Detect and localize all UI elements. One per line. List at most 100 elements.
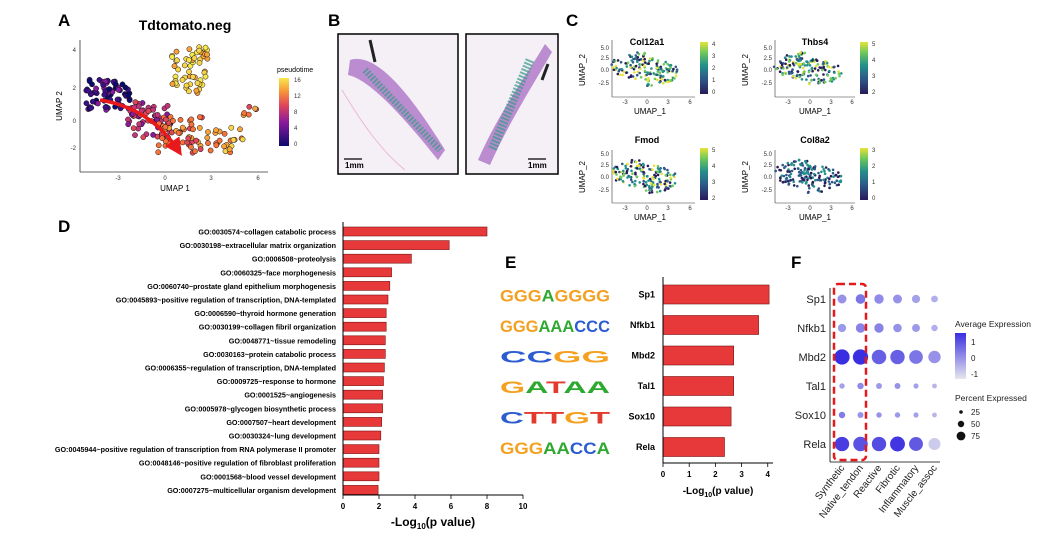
y-tick: 0.0 xyxy=(601,68,610,74)
go-x-axis-label: -Log10(p value) xyxy=(391,515,475,531)
dotplot-dot xyxy=(871,349,887,365)
go-term-label: GO:0060325~face morphogenesis xyxy=(220,268,336,277)
panel-f: F Sp1 Nfkb1 Mbd2 Tal1 Sox10 Rela SyntheticNat… xyxy=(791,253,1031,521)
feature-cell-point xyxy=(799,56,802,60)
feature-cell-point xyxy=(798,63,801,66)
umap-cell-point xyxy=(119,81,126,88)
feature-cell-point xyxy=(791,71,794,74)
x-tick-label: 2 xyxy=(377,502,382,511)
go-term-label: GO:0030324~lung development xyxy=(229,432,337,441)
feature-cell-point xyxy=(837,171,840,174)
feature-cell-point xyxy=(797,52,800,56)
dotplot-dot xyxy=(839,383,845,389)
go-term-bar xyxy=(342,321,387,332)
feature-cell-point xyxy=(833,71,836,74)
trajectory-arrow xyxy=(99,98,182,156)
feature-cell-point xyxy=(642,182,645,186)
feature-cell-point xyxy=(630,59,633,62)
x-tick: 6 xyxy=(850,100,854,106)
feature-cell-point xyxy=(802,62,805,65)
go-term-label: GO:0001525~angiogenesis xyxy=(244,391,336,400)
umap-cell-point xyxy=(96,77,103,83)
feature-cell-point xyxy=(780,174,784,177)
feature-cell-point xyxy=(633,182,636,186)
feature-cell-point xyxy=(669,176,672,180)
umap-cell-point xyxy=(164,102,171,109)
feature-cell-point xyxy=(780,63,784,67)
feature-cell-point xyxy=(656,59,660,62)
feature-cell-point xyxy=(799,51,802,54)
feature-cell-point xyxy=(644,180,648,184)
x-tick: 0 xyxy=(645,100,649,106)
umap-cell-point xyxy=(246,103,253,110)
dotplot-dot xyxy=(890,436,905,452)
feature-cell-point xyxy=(616,177,619,181)
feature-cell-point xyxy=(627,76,631,79)
umap-cell-point xyxy=(125,121,132,128)
tf-label: Tal1 xyxy=(638,381,655,391)
feature-cell-point xyxy=(622,70,626,74)
feature-cell-point xyxy=(661,75,665,78)
umap-cell-point xyxy=(95,100,101,107)
umap-cell-point xyxy=(204,134,211,141)
x-tick: 6 xyxy=(256,176,260,182)
expression-colorbar xyxy=(700,42,708,94)
feature-cell-point xyxy=(672,67,675,71)
feature-cell-point xyxy=(634,54,638,57)
feature-cell-point xyxy=(802,73,805,76)
x-tick: 0 xyxy=(808,100,812,106)
feature-cell-point xyxy=(666,78,669,82)
feature-cell-point xyxy=(658,168,661,171)
go-term-bar xyxy=(342,281,391,291)
feature-cell-point xyxy=(664,174,668,177)
panel-e: E GGGAGGGG GGGAAACCC C C G G G A T A A C T T G T GGGAACC… xyxy=(500,253,773,499)
umap-cell-point xyxy=(130,125,137,132)
feature-cell-point xyxy=(659,67,663,70)
feature-cell-point xyxy=(638,167,642,170)
feature-cell-point xyxy=(819,179,823,182)
feature-cell-point xyxy=(784,62,787,66)
x-tick: -3 xyxy=(115,176,121,182)
feature-cell-point xyxy=(621,73,624,77)
tf-label: Rela xyxy=(636,442,656,452)
feature-cell-point xyxy=(805,170,809,173)
feature-cell-point xyxy=(648,57,652,60)
y-tick: -2.5 xyxy=(599,81,610,87)
legend-tick: 0 xyxy=(294,142,298,148)
umap-cell-point xyxy=(169,54,175,60)
umap-cell-point xyxy=(132,132,138,138)
feature-cell-point xyxy=(642,179,645,183)
colorbar-tick: 1 xyxy=(872,180,876,186)
feature-cell-point xyxy=(782,67,785,70)
dotplot-dot xyxy=(852,349,869,365)
dotplot-group-labels: SyntheticNative_tendonReactiveFibroticIn… xyxy=(813,463,939,521)
feature-cell-point xyxy=(611,66,615,69)
colorbar-tick: 2 xyxy=(712,66,716,72)
feature-plot-title: Col12a1 xyxy=(630,37,665,47)
feature-cell-point xyxy=(776,165,779,169)
dotplot-dot xyxy=(909,437,923,451)
feature-cell-point xyxy=(812,185,816,188)
x-tick-label: 8 xyxy=(485,502,490,511)
umap-cell-point xyxy=(186,57,192,63)
feature-cell-point xyxy=(816,63,820,66)
go-term-label: GO:0009725~response to hormone xyxy=(217,377,336,386)
feature-cell-point xyxy=(810,78,813,82)
feature-cell-point xyxy=(673,172,677,175)
feature-cell-point xyxy=(622,174,625,177)
feature-cell-point xyxy=(661,81,665,85)
feature-cell-point xyxy=(809,74,812,77)
dotplot-dot xyxy=(909,350,923,364)
feature-cell-point xyxy=(779,179,782,182)
feature-cell-point xyxy=(808,164,812,168)
feature-cell-point xyxy=(625,71,628,74)
feature-cell-point xyxy=(812,172,816,176)
feature-cell-point xyxy=(778,168,781,172)
feature-cell-point xyxy=(642,172,645,176)
go-term-label: GO:0030163~protein catabolic process xyxy=(203,350,336,359)
dotplot-dot xyxy=(894,383,901,389)
dotplot-dot xyxy=(893,294,902,304)
go-x-ticks: 0 2 4 6 8 10 xyxy=(341,495,528,511)
feature-cell-point xyxy=(816,178,819,182)
